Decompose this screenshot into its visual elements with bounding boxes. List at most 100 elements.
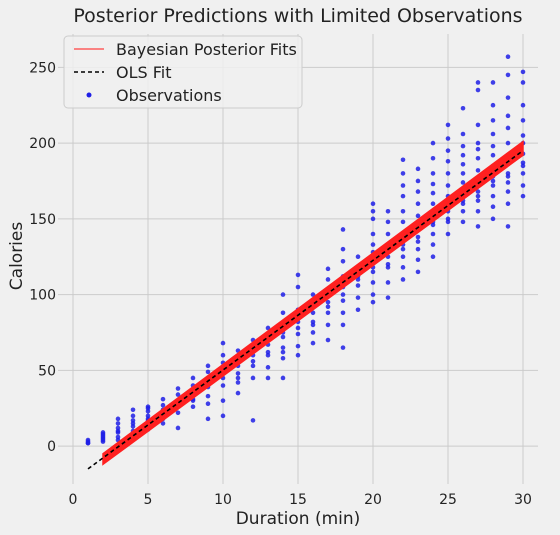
observation-point	[415, 234, 421, 240]
observation-point	[355, 283, 361, 288]
observation-point	[415, 257, 421, 263]
observation-point	[505, 54, 511, 60]
observation-point	[205, 393, 211, 399]
observation-point	[340, 258, 346, 264]
observation-point	[400, 246, 406, 252]
observation-point	[490, 204, 496, 210]
observation-point	[460, 105, 466, 111]
y-tick-label: 150	[29, 212, 56, 228]
observation-point	[190, 375, 196, 381]
observation-point	[430, 190, 436, 196]
observation-point	[460, 131, 466, 137]
observation-point	[250, 358, 256, 364]
observation-point	[370, 242, 376, 247]
observation-point	[475, 80, 481, 85]
observation-point	[415, 201, 421, 206]
observation-point	[430, 140, 436, 146]
x-tick-label: 0	[69, 492, 78, 508]
observation-point	[370, 292, 376, 297]
observation-point	[415, 246, 421, 252]
observation-point	[400, 254, 406, 260]
observation-point	[490, 216, 496, 222]
observation-point	[445, 122, 451, 128]
observation-point	[385, 295, 391, 300]
observation-point	[505, 95, 511, 100]
observation-point	[460, 219, 466, 225]
observation-point	[220, 383, 226, 388]
observation-point	[85, 440, 91, 446]
observation-point	[280, 334, 286, 340]
observation-point	[415, 239, 421, 244]
observation-point	[460, 171, 466, 176]
x-tick-label: 25	[439, 492, 457, 508]
observation-point	[340, 292, 346, 297]
observation-point	[490, 193, 496, 199]
observation-point	[505, 174, 511, 179]
observation-point	[520, 193, 526, 199]
observation-point	[505, 180, 511, 185]
observation-point	[100, 437, 106, 443]
axis-ticks: 0 5 10 15 20 25 30 0 50 100 150 200 250	[29, 60, 532, 508]
observation-point	[295, 284, 301, 290]
observation-point	[385, 280, 391, 285]
observation-point	[205, 363, 211, 369]
observation-point	[415, 166, 421, 172]
observation-point	[115, 428, 121, 434]
observation-point	[430, 155, 436, 161]
observation-point	[520, 102, 526, 108]
legend-marker-observations	[86, 92, 92, 98]
observation-point	[490, 131, 496, 137]
observation-point	[250, 363, 256, 369]
observation-point	[475, 168, 481, 173]
observation-point	[490, 152, 496, 158]
observation-point	[400, 265, 406, 270]
observation-point	[280, 345, 286, 350]
observation-point	[355, 295, 361, 300]
grid	[58, 34, 538, 484]
y-axis-label: Calories	[7, 222, 27, 291]
observation-point	[340, 310, 346, 316]
observation-point	[430, 181, 436, 187]
observation-point	[430, 254, 436, 260]
observation-point	[385, 231, 391, 237]
observation-point	[400, 171, 406, 176]
y-tick-label: 200	[29, 136, 56, 152]
observation-point	[505, 224, 511, 229]
observation-point	[520, 163, 526, 169]
observation-point	[475, 140, 481, 146]
observation-point	[430, 171, 436, 176]
observation-point	[295, 325, 301, 331]
observation-point	[370, 201, 376, 206]
observation-point	[490, 118, 496, 123]
observation-point	[415, 269, 421, 275]
y-tick-label: 0	[47, 439, 56, 455]
legend: Bayesian Posterior Fits OLS Fit Observatio…	[63, 35, 303, 109]
observation-point	[310, 340, 316, 346]
observation-point	[310, 292, 316, 297]
observation-point	[415, 189, 421, 194]
observation-point	[400, 193, 406, 199]
bayesian-fit-band	[102, 140, 524, 466]
ols-fit-line	[87, 150, 524, 470]
observation-point	[205, 416, 211, 422]
observation-point	[370, 299, 376, 305]
observation-point	[370, 216, 376, 222]
observation-point	[520, 171, 526, 176]
observation-point	[265, 325, 271, 331]
observation-point	[475, 155, 481, 161]
observation-point	[325, 277, 331, 282]
observation-point	[295, 331, 301, 337]
observation-point	[460, 208, 466, 214]
observation-point	[490, 102, 496, 108]
observation-point	[130, 421, 136, 426]
observation-point	[265, 365, 271, 370]
ols-fit-series	[87, 150, 524, 470]
observation-point	[325, 299, 331, 305]
observation-point	[295, 343, 301, 349]
observation-point	[235, 371, 241, 376]
legend-label: Observations	[116, 86, 222, 105]
observation-point	[310, 310, 316, 316]
observation-point	[520, 183, 526, 188]
observation-point	[400, 183, 406, 188]
observation-point	[220, 398, 226, 403]
